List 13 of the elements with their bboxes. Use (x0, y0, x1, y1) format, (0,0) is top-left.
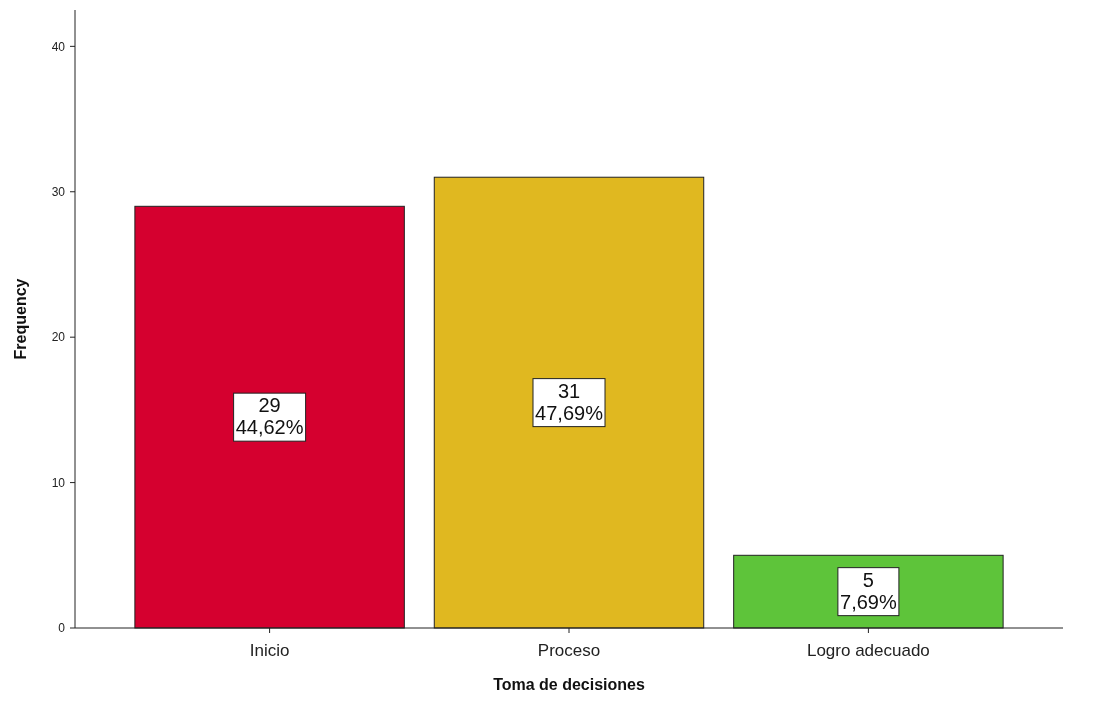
y-tick-label: 30 (51, 184, 66, 199)
y-tick-label: 0 (58, 621, 66, 636)
y-axis-title: Frequency (12, 278, 29, 360)
data-label: 5 7,69% (840, 568, 897, 613)
data-label: 29 44,62% (235, 394, 304, 439)
x-tick-label: Logro adecuado (806, 641, 930, 660)
data-label: 31 47,69% (535, 379, 604, 424)
y-tick-label: 20 (51, 330, 66, 345)
y-tick-label: 10 (51, 475, 66, 490)
x-tick-label: Inicio (249, 641, 290, 660)
y-tick-label: 40 (51, 39, 66, 54)
x-tick-label: Proceso (537, 641, 601, 660)
x-axis-title: Toma de decisiones (493, 676, 645, 693)
